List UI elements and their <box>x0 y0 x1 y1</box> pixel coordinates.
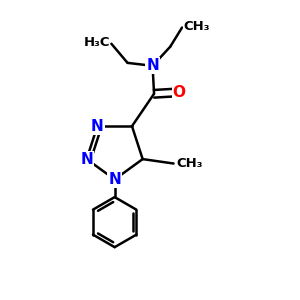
Text: N: N <box>91 119 104 134</box>
Text: N: N <box>108 172 121 187</box>
Text: H₃C: H₃C <box>83 36 110 49</box>
Text: CH₃: CH₃ <box>184 20 210 33</box>
Text: N: N <box>146 58 159 73</box>
Text: N: N <box>80 152 93 166</box>
Text: CH₃: CH₃ <box>176 157 202 170</box>
Text: O: O <box>172 85 186 100</box>
